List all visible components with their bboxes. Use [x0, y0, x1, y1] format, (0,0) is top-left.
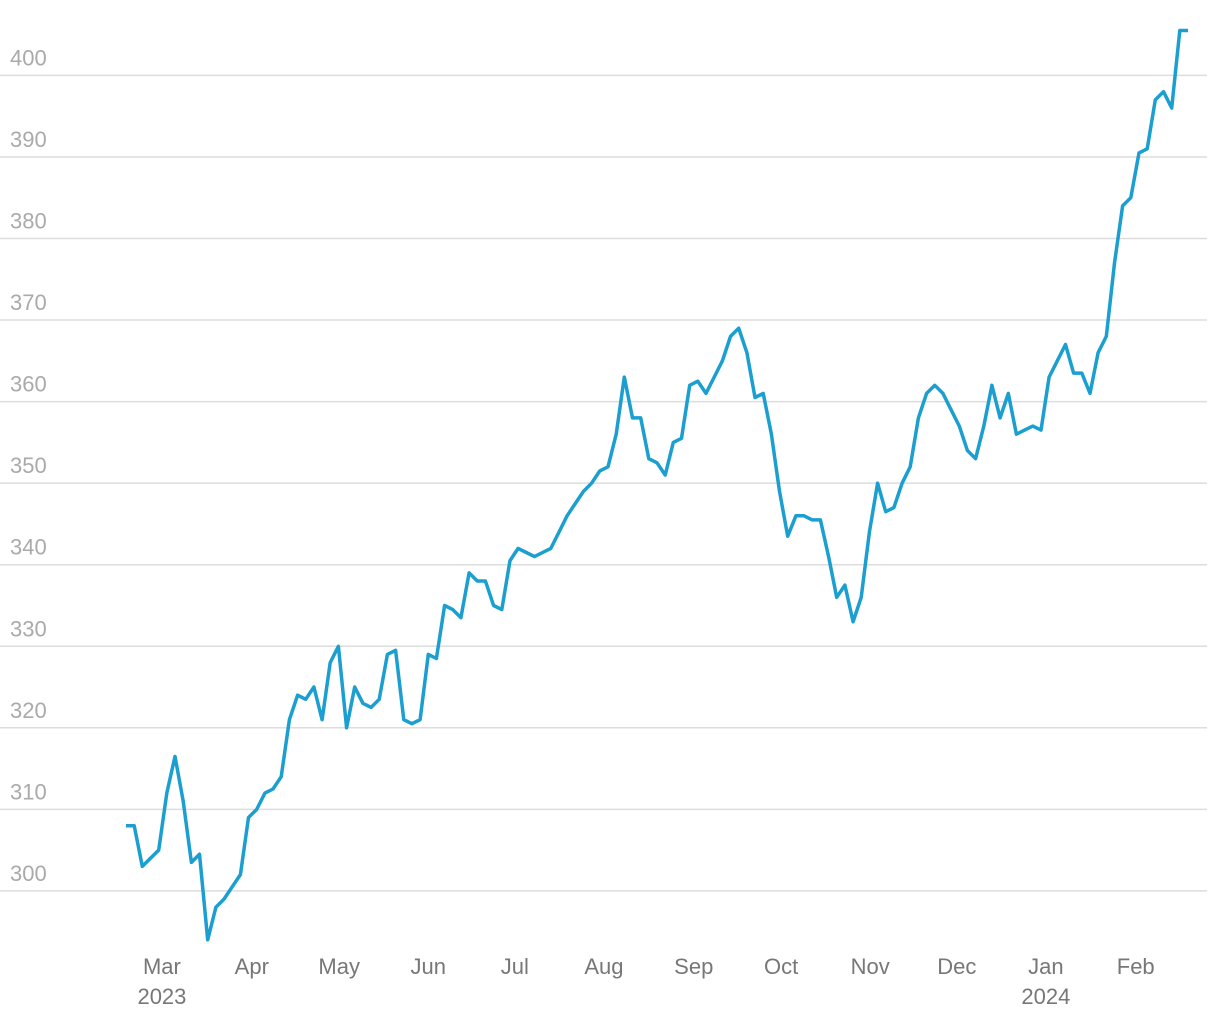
x-tick-label: Oct — [764, 954, 798, 979]
price-line — [126, 28, 1188, 942]
y-tick-label: 300 — [10, 861, 47, 886]
x-tick-label: Sep — [674, 954, 713, 979]
y-tick-label: 330 — [10, 616, 47, 641]
x-tick-label: Jul — [501, 954, 529, 979]
y-tick-label: 390 — [10, 127, 47, 152]
y-tick-label: 310 — [10, 779, 47, 804]
x-tick-label: May — [318, 954, 360, 979]
y-tick-label: 340 — [10, 535, 47, 560]
y-tick-label: 320 — [10, 698, 47, 723]
x-tick-label: Dec — [937, 954, 976, 979]
x-tick-label: Nov — [851, 954, 890, 979]
x-tick-label: Jan — [1028, 954, 1063, 979]
y-tick-label: 350 — [10, 453, 47, 478]
y-tick-label: 360 — [10, 372, 47, 397]
x-tick-label: Mar — [143, 954, 181, 979]
x-tick-label: Feb — [1117, 954, 1155, 979]
y-tick-label: 380 — [10, 209, 47, 234]
x-tick-year: 2023 — [137, 984, 186, 1009]
x-tick-label: Jun — [411, 954, 446, 979]
y-tick-label: 400 — [10, 45, 47, 70]
x-tick-label: Aug — [584, 954, 623, 979]
y-tick-label: 370 — [10, 290, 47, 315]
x-tick-label: Apr — [235, 954, 269, 979]
x-tick-year: 2024 — [1021, 984, 1070, 1009]
